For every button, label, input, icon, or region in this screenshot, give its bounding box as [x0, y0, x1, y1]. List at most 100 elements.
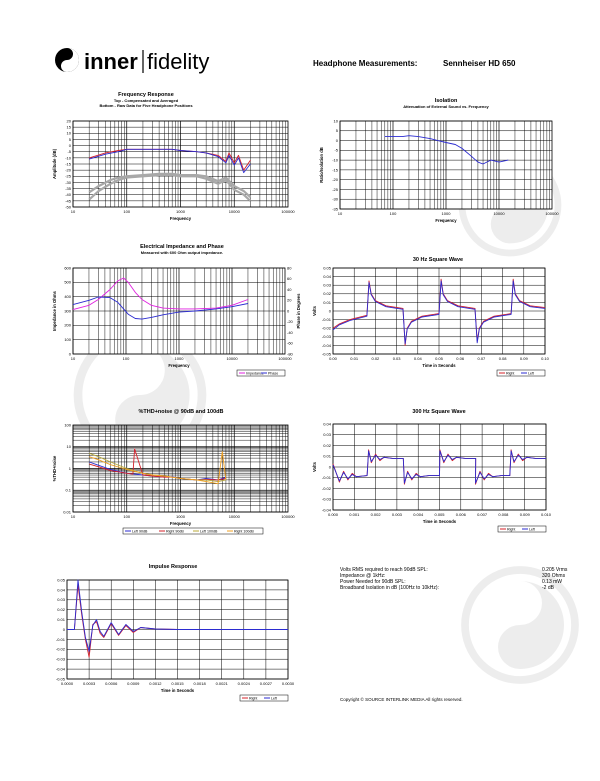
thd-legend-label: Right 100dB [234, 529, 254, 533]
imp-y2-tick-label: 0 [287, 308, 290, 313]
impulse-x-tick-label: 0.0003 [83, 681, 96, 686]
iso-x-tick-label: 10 [338, 211, 343, 216]
freq-subtitle: Top - Compensated and Averaged [114, 98, 179, 103]
impulse-legend-label: Right [249, 696, 257, 700]
impulse-x-tick-label: 0.0027 [260, 681, 273, 686]
freq-x-tick-label: 100000 [281, 209, 295, 214]
freq-y-tick-label: -50 [65, 204, 72, 209]
sq30-x-tick-label: 0.09 [520, 356, 529, 361]
sq30-y-tick-label: -0.01 [322, 317, 332, 322]
impulse-x-tick-label: 0.0015 [171, 681, 184, 686]
watermark-swirl [115, 345, 190, 445]
freq-y-tick-label: 15 [67, 125, 72, 130]
sq300-legend-label: Left [529, 527, 535, 531]
sq300-y-tick-label: 0.03 [323, 432, 332, 437]
sq300-x-tick-label: 0.010 [541, 512, 552, 517]
sq30-chart: 30 Hz Square Wave 0.00 0.01 0.02 0.03 0.04 0.0… [312, 257, 550, 377]
impulse-series-line [67, 579, 288, 652]
thd-y-tick-label: 100 [64, 422, 71, 427]
thd-legend-label: Left 100dB [200, 529, 218, 533]
impulse-y-tick-label: -0.03 [56, 657, 66, 662]
iso-y-tick-label: -30 [332, 197, 339, 202]
thd-legend-label: Left 90dB [132, 529, 148, 533]
sq30-y-tick-label: -0.02 [322, 326, 332, 331]
thd-x-tick-label: 1000 [176, 514, 186, 519]
imp-y2-tick-label: -80 [287, 351, 294, 356]
sq30-y-tick-label: 0.01 [323, 300, 332, 305]
sq30-y-tick-label: 0.04 [323, 274, 332, 279]
imp-y2-tick-label: -60 [287, 341, 294, 346]
thd-x-axis-label: Frequency [170, 521, 192, 526]
iso-series-line [384, 135, 509, 165]
logo-fidelity-text: fidelity [147, 49, 209, 74]
freq-y-tick-label: -20 [65, 168, 72, 173]
sq300-x-tick-label: 0.003 [392, 512, 403, 517]
iso-y-tick-label: -25 [332, 187, 339, 192]
iso-subtitle: Attenuation of External Sound vs. Freque… [403, 104, 489, 109]
sq300-y-tick-label: -0.04 [322, 507, 332, 512]
impulse-y-tick-label: -0.02 [56, 647, 66, 652]
sq30-x-tick-label: 0.00 [329, 356, 338, 361]
sq30-legend-label: Left [528, 371, 534, 375]
header-model: Sennheiser HD 650 [443, 59, 516, 68]
sq300-y-tick-label: 0.02 [323, 443, 332, 448]
sq300-x-tick-label: 0.000 [328, 512, 339, 517]
specs-block: Volts RMS required to reach 90dB SPL: 0.2… [340, 567, 590, 591]
iso-x-tick-label: 10000 [493, 211, 505, 216]
thd-x-tick-label: 100000 [281, 514, 295, 519]
imp-y2-axis-label: Phase in Degrees [296, 293, 301, 329]
sq300-x-tick-label: 0.002 [371, 512, 382, 517]
imp-legend-label: Impedance [246, 371, 264, 375]
thd-grid [72, 425, 288, 513]
sq300-chart: 300 Hz Square Wave 0.000 0.001 0.002 0.003 0.… [312, 409, 552, 533]
sq300-x-tick-label: 0.009 [520, 512, 531, 517]
impulse-x-tick-label: 0.0021 [216, 681, 229, 686]
iso-x-tick-label: 1000 [442, 211, 452, 216]
sq300-y-tick-label: -0.03 [322, 497, 332, 502]
imp-series-line [72, 296, 249, 320]
imp-x-tick-label: 100000 [278, 356, 292, 361]
watermark-swirl [498, 581, 564, 669]
sq300-x-tick-label: 0.001 [349, 512, 360, 517]
freq-x-tick-label: 1000 [176, 209, 186, 214]
sq300-y-tick-label: 0.01 [323, 454, 332, 459]
imp-series-line [72, 277, 249, 311]
spec-row: Impedance @ 1kHz: 320 Ohms [340, 573, 566, 579]
impulse-y-tick-label: 0.03 [57, 597, 66, 602]
iso-title: Isolation [435, 98, 458, 104]
freq-y-tick-label: -40 [65, 192, 72, 197]
thd-y-axis-label: %THD+noise [52, 455, 57, 481]
impulse-x-tick-label: 0.0024 [238, 681, 251, 686]
sq30-y-axis-label: Volts [312, 305, 317, 316]
freq-y-tick-label: 10 [67, 131, 72, 136]
iso-y-tick-label: -5 [334, 148, 338, 153]
impulse-y-tick-label: 0 [63, 627, 66, 632]
freq-y-tick-label: -30 [65, 180, 72, 185]
yin-yang-logo-icon [55, 48, 79, 72]
imp-y2-tick-label: -20 [287, 319, 294, 324]
spec-row: Power Needed for 90dB SPL: 0.13 mW [340, 579, 563, 585]
freq-grid [72, 120, 288, 208]
freq-y-tick-label: -45 [65, 198, 72, 203]
sq30-y-tick-label: 0.05 [323, 265, 332, 270]
iso-y-tick-label: -15 [332, 167, 339, 172]
imp-y-tick-label: 500 [64, 280, 71, 285]
freq-y-tick-label: 0 [69, 143, 72, 148]
imp-y-axis-label: Impedance in Ohms [52, 290, 57, 330]
imp-x-tick-label: 10000 [226, 356, 238, 361]
sq300-x-tick-label: 0.005 [434, 512, 445, 517]
sq300-legend-label: Right [507, 527, 515, 531]
sq300-y-tick-label: 0 [329, 464, 332, 469]
freq-y-tick-label: 5 [69, 137, 72, 142]
sq300-y-tick-label: 0.04 [323, 421, 332, 426]
watermark-yin-yang-icon [461, 566, 579, 684]
thd-x-tick-label: 10 [71, 514, 76, 519]
impulse-y-tick-label: -0.05 [56, 676, 66, 681]
impulse-legend-label: Left [271, 696, 277, 700]
imp-y-tick-label: 400 [64, 294, 71, 299]
iso-y-tick-label: -20 [332, 177, 339, 182]
freq-y-tick-label: -5 [67, 149, 71, 154]
imp-y-tick-label: 100 [64, 337, 71, 342]
sq300-x-tick-label: 0.004 [413, 512, 424, 517]
